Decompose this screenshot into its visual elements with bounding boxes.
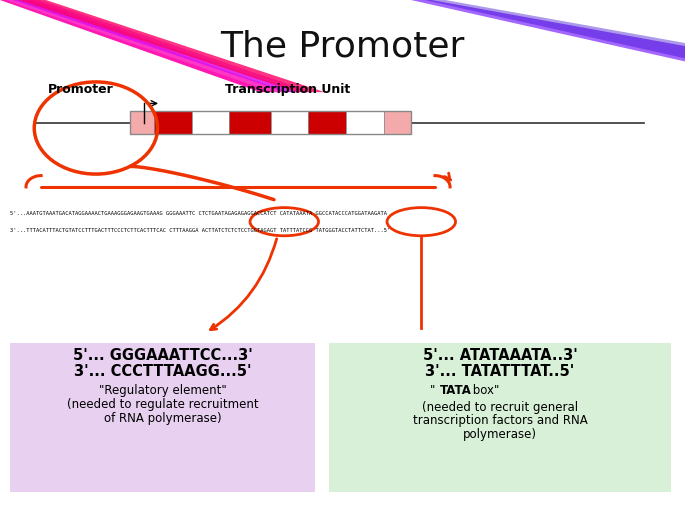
Text: The Promoter: The Promoter — [221, 29, 464, 63]
Text: 5'... ATATAAATA..3': 5'... ATATAAATA..3' — [423, 348, 577, 364]
Text: Transcription Unit: Transcription Unit — [225, 83, 350, 96]
Text: (needed to recruit general: (needed to recruit general — [422, 400, 578, 414]
Polygon shape — [411, 0, 685, 61]
Text: ": " — [430, 383, 436, 397]
Text: TATA: TATA — [440, 383, 472, 397]
Polygon shape — [18, 0, 325, 92]
Text: 3'...TTTACATTTACTGTATCCTTTGACTTTCCCTCTTCACTTTCAC CTTTAAGGА ACTTATCTCTCTCCTGGTAGA: 3'...TTTACATTTACTGTATCCTTTGACTTTCCCTCTTC… — [10, 228, 390, 233]
Text: 3'... TATATTTAT..5': 3'... TATATTTAT..5' — [425, 364, 575, 379]
Polygon shape — [6, 0, 300, 92]
Text: of RNA polymerase): of RNA polymerase) — [104, 412, 222, 425]
Text: 3'... CCCTTTAAGG...5': 3'... CCCTTTAAGG...5' — [74, 364, 252, 379]
Bar — [192, 111, 229, 134]
Bar — [154, 111, 192, 134]
Bar — [271, 111, 308, 134]
Text: 5'...AAATGTAAATGACATAGGAAAACTGAAAGGGAGAAGTGAAAG GGGAAATTC CTCTGAATAGAGAGAGGACCAT: 5'...AAATGTAAATGACATAGGAAAACTGAAAGGGAGAA… — [10, 211, 387, 216]
Bar — [130, 111, 411, 134]
Text: transcription factors and RNA: transcription factors and RNA — [412, 414, 588, 428]
Text: Promoter: Promoter — [48, 83, 114, 96]
Bar — [384, 111, 411, 134]
Polygon shape — [425, 0, 685, 58]
Text: "Regulatory element": "Regulatory element" — [99, 383, 227, 397]
Polygon shape — [12, 0, 312, 92]
FancyBboxPatch shape — [329, 343, 671, 492]
Bar — [229, 111, 271, 134]
Bar — [308, 111, 346, 134]
Bar — [346, 111, 384, 134]
Polygon shape — [0, 0, 288, 92]
Bar — [130, 111, 154, 134]
Text: polymerase): polymerase) — [463, 428, 537, 441]
FancyBboxPatch shape — [10, 343, 315, 492]
Text: (needed to regulate recruitment: (needed to regulate recruitment — [67, 398, 259, 411]
Text: box": box" — [469, 383, 499, 397]
Text: 5'... GGGAAATTCC...3': 5'... GGGAAATTCC...3' — [73, 348, 253, 364]
